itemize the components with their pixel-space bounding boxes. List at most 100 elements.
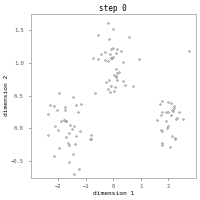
- Point: [67, 131, 71, 134]
- Point: [178, 111, 181, 114]
- Point: [111, 55, 114, 58]
- Point: [55, 108, 58, 111]
- Point: [47, 113, 50, 116]
- Point: [160, 129, 163, 132]
- Point: [53, 154, 56, 157]
- Point: [70, 128, 73, 131]
- Point: [173, 105, 176, 108]
- Point: [76, 110, 80, 113]
- Point: [107, 78, 111, 81]
- Point: [158, 103, 162, 106]
- Point: [69, 123, 72, 126]
- Point: [169, 101, 173, 104]
- Point: [75, 104, 78, 107]
- Point: [119, 49, 123, 53]
- Point: [170, 134, 174, 138]
- Point: [106, 87, 109, 90]
- Point: [78, 129, 81, 133]
- Point: [54, 125, 57, 128]
- Point: [73, 172, 76, 176]
- Point: [174, 117, 177, 120]
- Point: [64, 136, 68, 139]
- Point: [91, 57, 95, 60]
- Point: [80, 103, 83, 106]
- Point: [57, 91, 60, 94]
- Point: [121, 80, 124, 83]
- Point: [166, 100, 169, 104]
- Point: [172, 106, 175, 110]
- Point: [67, 142, 70, 145]
- Point: [97, 57, 100, 60]
- Point: [64, 119, 68, 123]
- Point: [122, 60, 125, 63]
- Point: [115, 74, 118, 78]
- X-axis label: dimension 1: dimension 1: [93, 191, 134, 196]
- Point: [109, 47, 112, 50]
- Point: [74, 134, 77, 137]
- Point: [49, 103, 52, 106]
- Point: [67, 143, 71, 147]
- Point: [89, 134, 92, 137]
- Point: [117, 71, 120, 74]
- Point: [112, 47, 115, 50]
- Y-axis label: dimension 2: dimension 2: [4, 75, 9, 116]
- Point: [64, 119, 68, 122]
- Point: [165, 126, 168, 129]
- Point: [110, 57, 113, 60]
- Point: [106, 21, 110, 24]
- Point: [106, 60, 109, 63]
- Point: [112, 74, 115, 77]
- Point: [63, 108, 67, 111]
- Point: [116, 47, 119, 50]
- Point: [115, 72, 118, 75]
- Point: [99, 53, 103, 56]
- Point: [71, 152, 74, 155]
- Point: [137, 57, 141, 60]
- Point: [114, 67, 118, 71]
- Point: [124, 83, 127, 86]
- Point: [169, 146, 172, 149]
- Point: [110, 56, 113, 59]
- Point: [111, 27, 114, 30]
- Point: [172, 110, 175, 113]
- Point: [59, 119, 62, 122]
- Point: [73, 142, 76, 146]
- Point: [58, 146, 61, 149]
- Point: [63, 119, 66, 122]
- Point: [109, 84, 112, 87]
- Point: [63, 106, 66, 109]
- Point: [166, 125, 169, 128]
- Point: [188, 50, 191, 53]
- Point: [103, 58, 106, 61]
- Point: [46, 134, 49, 137]
- Point: [107, 37, 110, 41]
- Point: [155, 119, 158, 122]
- Point: [104, 81, 107, 84]
- Point: [56, 128, 59, 132]
- Point: [160, 114, 163, 117]
- Point: [53, 104, 56, 108]
- Point: [108, 91, 111, 94]
- Point: [160, 99, 163, 103]
- Point: [170, 113, 173, 116]
- Point: [173, 136, 176, 140]
- Point: [93, 92, 96, 95]
- Point: [165, 119, 168, 122]
- Point: [80, 187, 84, 190]
- Point: [111, 56, 114, 59]
- Point: [67, 161, 71, 164]
- Point: [113, 86, 117, 89]
- Point: [127, 36, 130, 39]
- Point: [167, 111, 170, 114]
- Point: [115, 76, 118, 79]
- Point: [108, 53, 111, 56]
- Point: [103, 51, 106, 54]
- Point: [161, 141, 164, 144]
- Point: [115, 78, 119, 81]
- Point: [159, 128, 162, 132]
- Point: [114, 52, 117, 55]
- Point: [96, 33, 99, 36]
- Point: [72, 96, 75, 99]
- Point: [63, 119, 66, 122]
- Point: [176, 116, 179, 120]
